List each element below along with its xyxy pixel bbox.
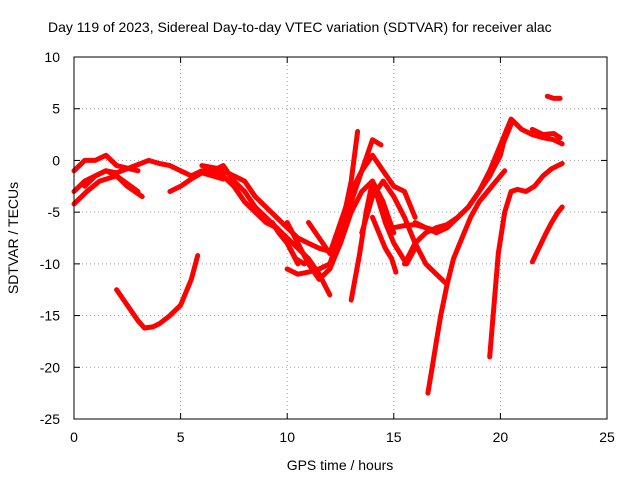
- plot-area: [71, 93, 565, 396]
- series-t24: [370, 214, 399, 275]
- series-t18: [391, 126, 510, 234]
- x-tick-label: 10: [279, 429, 295, 445]
- y-tick-label: -10: [40, 256, 60, 272]
- series-t6: [114, 253, 201, 331]
- series-t21: [529, 204, 565, 265]
- series-t19: [425, 168, 508, 396]
- series-t15: [359, 178, 450, 287]
- y-axis-label: SDTVAR / TECUs: [5, 182, 21, 294]
- series-t8: [210, 168, 333, 298]
- series-t12: [306, 152, 418, 256]
- y-tick-label: 5: [52, 101, 60, 117]
- x-tick-label: 15: [386, 429, 402, 445]
- series-t20: [487, 161, 565, 360]
- series-t17: [402, 116, 565, 267]
- y-tick-label: -25: [40, 411, 60, 427]
- y-tick-label: -15: [40, 308, 60, 324]
- series-t4: [71, 168, 145, 200]
- chart-title: Day 119 of 2023, Sidereal Day-to-day VTE…: [48, 19, 552, 35]
- series-t11: [284, 137, 384, 282]
- y-tick-label: -20: [40, 359, 60, 375]
- x-tick-label: 5: [177, 429, 185, 445]
- series-t25: [269, 220, 307, 267]
- plot-frame: [73, 56, 608, 420]
- y-tick-label: 10: [44, 49, 60, 65]
- axis-ticks: 0 5 10 15 20 25 -25 -20 -15 -10 -5 0 5 10: [40, 49, 615, 445]
- series-t1: [71, 152, 141, 174]
- series-t9: [199, 163, 337, 256]
- x-tick-label: 25: [599, 429, 615, 445]
- series-t22: [529, 126, 563, 141]
- series-t23: [544, 93, 563, 101]
- series-t14: [338, 178, 397, 246]
- x-tick-label: 0: [70, 429, 78, 445]
- y-tick-label: 0: [52, 152, 60, 168]
- x-axis-label: GPS time / hours: [287, 457, 394, 473]
- y-tick-label: -5: [48, 204, 61, 220]
- x-tick-label: 20: [493, 429, 509, 445]
